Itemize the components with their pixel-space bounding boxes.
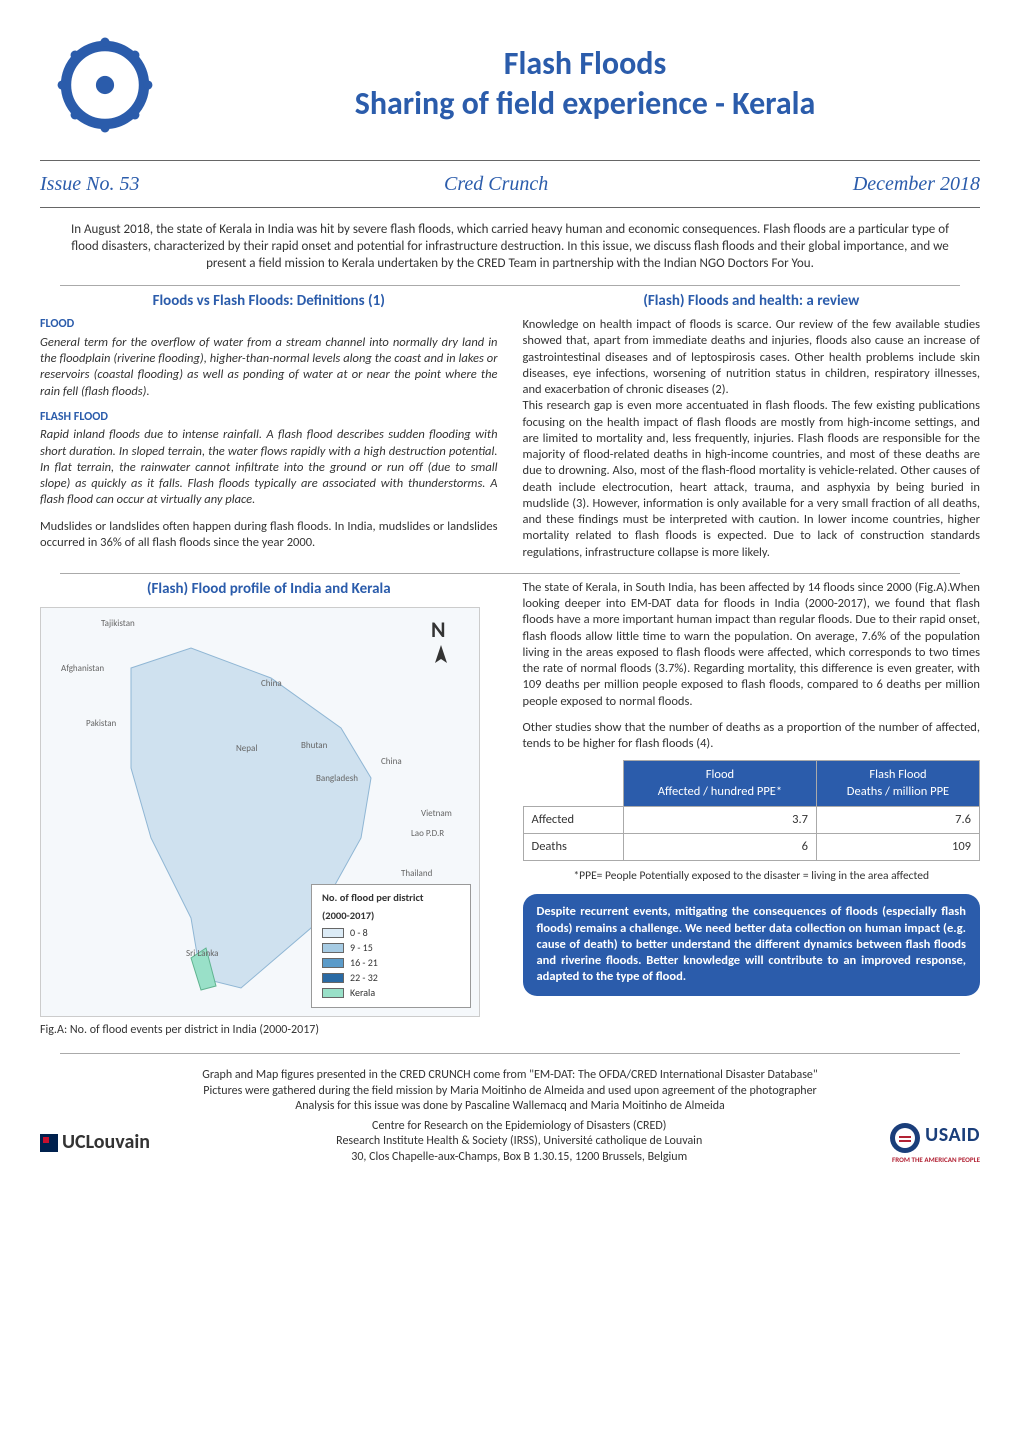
meta-row: Issue No. 53 Cred Crunch December 2018 [40, 167, 980, 201]
main-title: Flash Floods [190, 45, 980, 83]
profile-para2: Other studies show that the number of de… [523, 720, 981, 753]
legend-label: 0 - 8 [350, 926, 368, 939]
legend-row: 0 - 8 [322, 926, 460, 939]
legend-row: 22 - 32 [322, 971, 460, 984]
table-row: Deaths6109 [523, 834, 980, 861]
row-label: Affected [523, 806, 623, 833]
intro-paragraph: In August 2018, the state of Kerala in I… [40, 214, 980, 281]
thin-rule-2 [60, 573, 960, 574]
legend-row: 9 - 15 [322, 941, 460, 954]
footer-l3: Analysis for this issue was done by Pasc… [40, 1099, 980, 1115]
legend-swatch [322, 928, 344, 938]
table-row: Affected3.77.6 [523, 806, 980, 833]
map-country-label: Pakistan [86, 718, 116, 730]
title-block: Flash Floods Sharing of field experience… [190, 45, 980, 125]
india-map: N TajikistanAfghanistanPakistanChinaNepa… [40, 607, 480, 1017]
thin-rule-1 [60, 285, 960, 286]
map-country-label: Sri Lanka [186, 948, 218, 960]
uclouvain-icon [40, 1134, 58, 1152]
map-country-label: Nepal [236, 743, 257, 755]
definitions-column: Floods vs Flash Floods: Definitions (1) … [40, 292, 498, 561]
map-country-label: Bangladesh [316, 773, 358, 785]
profile-para1: The state of Kerala, in South India, has… [523, 580, 981, 710]
legend-label: 16 - 21 [350, 956, 378, 969]
legend-label: 9 - 15 [350, 941, 373, 954]
rule-top [40, 160, 980, 161]
profile-left: (Flash) Flood profile of India and Keral… [40, 580, 498, 1039]
sub-title: Sharing of field experience - Kerala [190, 83, 980, 125]
health-para2: This research gap is even more accentuat… [523, 398, 981, 561]
profile-title: (Flash) Flood profile of India and Keral… [40, 580, 498, 600]
map-country-label: Vietnam [421, 808, 452, 820]
usaid-logo: USAID FROM THE AMERICAN PEOPLE [888, 1121, 980, 1164]
flood-value: 6 [623, 834, 816, 861]
definitions-title: Floods vs Flash Floods: Definitions (1) [40, 292, 498, 312]
flood-head: FLOOD [40, 317, 498, 333]
usaid-seal-icon [888, 1121, 922, 1155]
issue-number: Issue No. 53 [40, 171, 139, 197]
legend-label: Kerala [350, 986, 375, 999]
map-country-label: China [261, 678, 282, 690]
legend-period: (2000-2017) [322, 909, 460, 923]
publication-name: Cred Crunch [444, 171, 548, 197]
health-column: (Flash) Floods and health: a review Know… [523, 292, 981, 561]
flash-flood-head: FLASH FLOOD [40, 410, 498, 426]
legend-swatch [322, 958, 344, 968]
cred-logo [40, 20, 170, 150]
legend-label: 22 - 32 [350, 971, 378, 984]
usaid-caption: FROM THE AMERICAN PEOPLE [888, 1155, 980, 1164]
legend-row: 16 - 21 [322, 956, 460, 969]
flash-flood-body: Rapid inland floods due to intense rainf… [40, 427, 498, 508]
footer-l4: Centre for Research on the Epidemiology … [150, 1119, 888, 1135]
footer-l1: Graph and Map figures presented in the C… [40, 1068, 980, 1084]
health-title: (Flash) Floods and health: a review [523, 292, 981, 312]
map-block: N TajikistanAfghanistanPakistanChinaNepa… [40, 607, 498, 1039]
mudslides-paragraph: Mudslides or landslides often happen dur… [40, 519, 498, 552]
th-flash: Flash Flood Deaths / million PPE [816, 761, 979, 807]
footer-logos: UCLouvain Centre for Research on the Epi… [40, 1119, 980, 1166]
health-para1: Knowledge on health impact of floods is … [523, 317, 981, 398]
flood-body: General term for the overflow of water f… [40, 335, 498, 400]
legend-swatch [322, 943, 344, 953]
th-flood: Flood Affected / hundred PPE* [623, 761, 816, 807]
row-label: Deaths [523, 834, 623, 861]
header-block: Flash Floods Sharing of field experience… [40, 20, 980, 150]
map-country-label: Bhutan [301, 740, 327, 752]
footer-l2: Pictures were gathered during the field … [40, 1084, 980, 1100]
flash-value: 109 [816, 834, 979, 861]
callout-box: Despite recurrent events, mitigating the… [523, 894, 981, 995]
map-legend: No. of flood per district (2000-2017) 0 … [311, 884, 471, 1008]
legend-row: Kerala [322, 986, 460, 999]
legend-title: No. of flood per district [322, 891, 460, 905]
flood-value: 3.7 [623, 806, 816, 833]
map-country-label: Afghanistan [61, 663, 104, 675]
issue-date: December 2018 [853, 171, 980, 197]
table-footnote: *PPE= People Potentially exposed to the … [523, 869, 981, 884]
footer-l6: 30, Clos Chapelle-aux-Champs, Box B 1.30… [150, 1150, 888, 1166]
map-country-label: Thailand [401, 868, 432, 880]
legend-swatch [322, 988, 344, 998]
thin-rule-3 [60, 1053, 960, 1054]
impact-table: Flood Affected / hundred PPE* Flash Floo… [523, 760, 981, 861]
definitions-health-row: Floods vs Flash Floods: Definitions (1) … [40, 292, 980, 561]
profile-right: The state of Kerala, in South India, has… [523, 580, 981, 1039]
figure-caption: Fig.A: No. of flood events per district … [40, 1023, 498, 1039]
usaid-name: USAID [925, 1123, 980, 1147]
map-country-label: Lao P.D.R [411, 828, 444, 840]
uclouvain-logo: UCLouvain [40, 1129, 150, 1155]
profile-row: (Flash) Flood profile of India and Keral… [40, 580, 980, 1039]
footer-l5: Research Institute Health & Society (IRS… [150, 1134, 888, 1150]
footer-text: Graph and Map figures presented in the C… [40, 1068, 980, 1166]
rule-bottom [40, 207, 980, 208]
flash-value: 7.6 [816, 806, 979, 833]
map-country-label: China [381, 756, 402, 768]
map-country-label: Tajikistan [101, 618, 135, 630]
legend-swatch [322, 973, 344, 983]
